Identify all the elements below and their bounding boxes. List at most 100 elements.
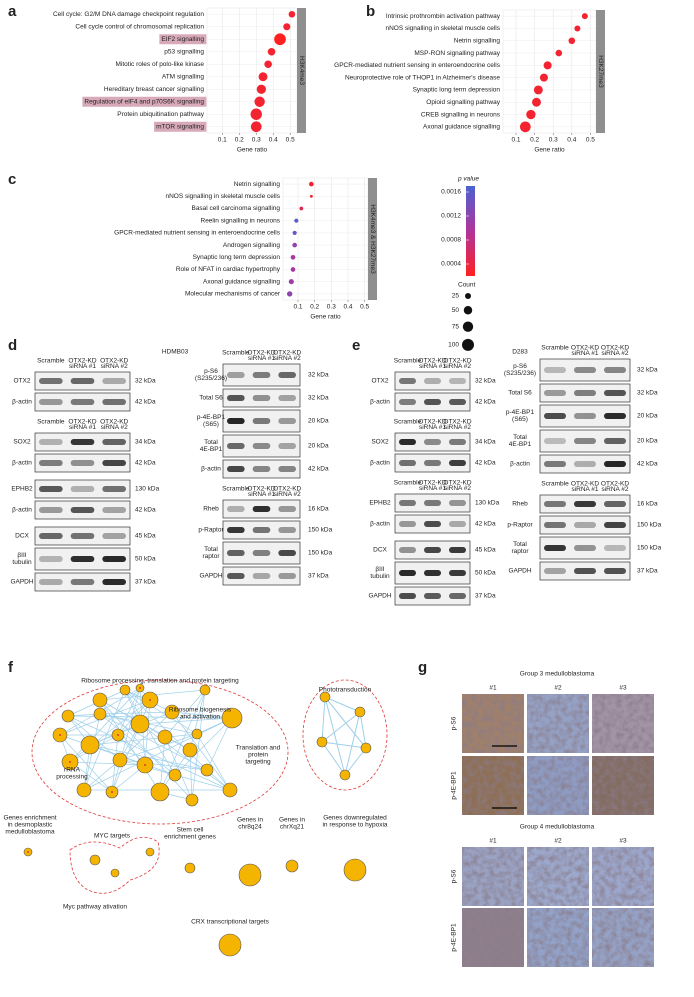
node	[164, 704, 180, 720]
band	[278, 573, 296, 579]
blot-box	[539, 454, 631, 474]
band	[39, 533, 63, 539]
protein-label: p-Raptor	[198, 527, 224, 534]
legend-title: Count	[458, 282, 476, 289]
node	[218, 933, 242, 957]
band	[574, 413, 596, 419]
lane-label: OTX2-KD	[443, 419, 471, 426]
blot-box	[222, 434, 301, 458]
band	[102, 439, 126, 445]
category-label: Regulation of eIF4 and p70S6K signalling	[84, 98, 204, 105]
protein-label: p-Raptor	[507, 522, 533, 529]
x-tick-label: 0.2	[235, 137, 244, 144]
lane-label: OTX2-KD	[68, 419, 96, 426]
protein-label: β-actin	[12, 507, 32, 514]
band	[252, 466, 271, 472]
category-label: GPCR-mediated nutrient sensing in entero…	[114, 230, 281, 237]
x-axis-title: Gene ratio	[310, 314, 341, 321]
x-tick-label: 0.2	[310, 304, 319, 311]
protein-label: Rheb	[203, 506, 219, 513]
size-label: 50	[452, 307, 460, 314]
band	[102, 556, 126, 562]
colorbar-label: 0.0012	[441, 213, 461, 220]
kda-label: 50 kDa	[135, 556, 156, 563]
blot-box	[34, 453, 131, 473]
protein-label: p-4E-BP1	[506, 409, 535, 416]
lane-label: siRNA #2	[101, 363, 128, 370]
kda-label: 42 kDa	[308, 466, 329, 473]
category-label: Netrin signalling	[234, 181, 281, 188]
panel-letter: f	[8, 659, 14, 676]
band	[70, 556, 95, 562]
x-tick-label: 0.5	[286, 137, 295, 144]
band	[70, 533, 95, 539]
edge	[321, 741, 367, 749]
lane-label: siRNA #2	[444, 424, 471, 431]
band	[399, 593, 416, 599]
kda-label: 16 kDa	[637, 501, 658, 508]
band	[449, 593, 466, 599]
gene-set-label: Stem cell	[177, 827, 204, 834]
edge	[119, 733, 198, 761]
category-label: Cell cycle control of chromosomal replic…	[75, 23, 204, 30]
band	[70, 460, 95, 466]
dot	[568, 37, 576, 45]
protein-label: β-actin	[370, 399, 390, 406]
protein-label: Total S6	[508, 390, 532, 397]
band	[544, 545, 566, 551]
node	[200, 763, 214, 777]
lane-label: siRNA #1	[419, 485, 446, 492]
protein-label: GAPDH	[10, 579, 33, 586]
band	[604, 522, 626, 528]
lane-label: OTX2-KD	[443, 480, 471, 487]
gene-set-label: enrichment genes	[164, 834, 216, 841]
band	[252, 418, 271, 424]
colorbar-label: 0.0008	[441, 237, 461, 244]
x-tick-label: 0.1	[218, 137, 227, 144]
lane-label: OTX2-KD	[601, 345, 629, 352]
band	[278, 506, 296, 512]
protein-label: p-4E-BP1	[197, 414, 226, 421]
ihc-texture	[462, 694, 524, 753]
kda-label: 32 kDa	[475, 378, 496, 385]
strip-label: H3K27me3	[597, 55, 604, 88]
band	[227, 395, 245, 401]
ihc-texture	[592, 908, 654, 967]
band	[278, 527, 296, 533]
subcluster-label: protein	[248, 752, 268, 759]
kda-label: 42 kDa	[135, 399, 156, 406]
node	[119, 684, 131, 696]
category-label: Protein ubiquitination pathway	[117, 111, 204, 118]
node	[92, 692, 108, 708]
strip	[297, 8, 306, 133]
band	[604, 390, 626, 396]
blot-box	[222, 388, 301, 408]
lane-label: siRNA #1	[69, 424, 96, 431]
protein-label: β-actin	[370, 521, 390, 528]
column-label: #2	[554, 838, 562, 845]
edge	[69, 761, 113, 793]
node	[157, 729, 173, 745]
band	[399, 439, 416, 445]
size-key	[465, 293, 471, 299]
category-label: p53 signalling	[164, 48, 204, 55]
row-label: p-4E-BP1	[451, 771, 458, 800]
node	[221, 707, 243, 729]
protein-label: raptor	[512, 548, 530, 555]
edge	[324, 696, 346, 776]
colorbar	[466, 186, 475, 276]
dot	[519, 121, 531, 133]
category-label: Netrin signalling	[454, 37, 501, 44]
band	[278, 550, 296, 556]
band	[399, 570, 416, 576]
dot	[288, 279, 294, 285]
node-dot	[59, 734, 61, 736]
band	[399, 378, 416, 384]
lane-label: siRNA #1	[248, 355, 275, 362]
lane-label: siRNA #2	[101, 424, 128, 431]
edge	[321, 696, 326, 743]
category-label: Hereditary breast cancer signalling	[104, 86, 204, 93]
x-tick-label: 0.5	[586, 137, 595, 144]
node	[316, 736, 328, 748]
category-label: Androgen signalling	[223, 242, 280, 249]
